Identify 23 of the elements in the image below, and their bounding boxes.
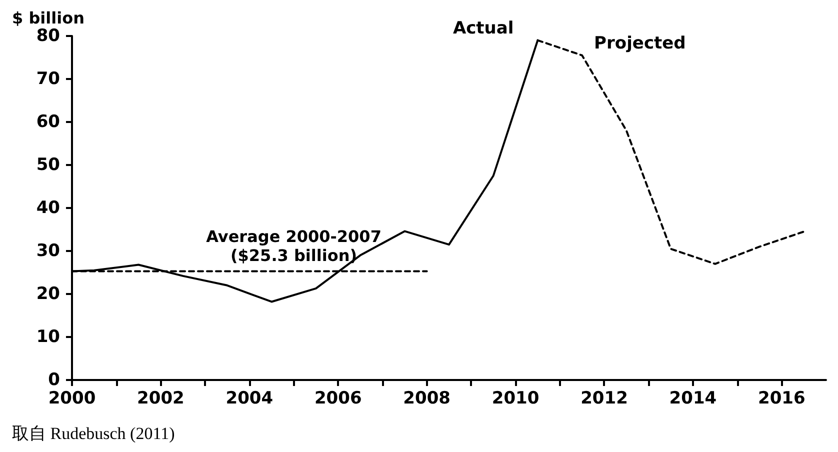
y-tick-label: 40	[36, 198, 60, 218]
y-tick-label: 50	[36, 155, 60, 175]
y-tick-label: 0	[48, 370, 60, 390]
series-label: Projected	[594, 33, 686, 54]
x-tick-label: 2004	[226, 388, 274, 408]
y-tick-label: 70	[36, 69, 60, 89]
y-tick-label: 20	[36, 284, 60, 304]
y-tick-label: 80	[36, 26, 60, 46]
x-tick-label: 2012	[580, 388, 628, 408]
x-tick-label: 2016	[758, 388, 806, 408]
series-label: Actual	[452, 18, 514, 38]
y-tick-label: 30	[36, 241, 60, 261]
x-tick-label: 2006	[314, 388, 362, 408]
x-tick-label: 2010	[492, 388, 540, 408]
x-tick-label: 2000	[48, 388, 96, 408]
y-axis-title: $ billion	[12, 8, 84, 28]
text: 取自 Rudebusch (2011)	[12, 424, 175, 443]
x-tick-label: 2014	[669, 388, 717, 408]
x-tick-label: 2008	[403, 388, 450, 408]
y-tick-label: 60	[36, 112, 60, 132]
x-tick-label: 2002	[137, 388, 184, 408]
y-tick-label: 10	[36, 327, 60, 347]
annotation: Average 2000-2007 ($25.3 billion)	[206, 227, 382, 266]
